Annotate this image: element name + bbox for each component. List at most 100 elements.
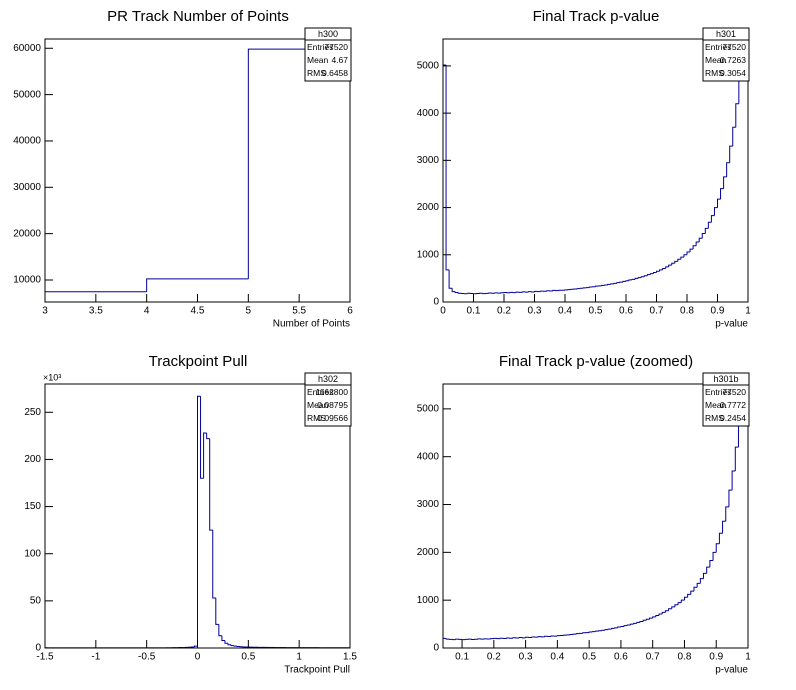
stats-value: 0.2454 [720, 413, 746, 423]
histogram-bin [634, 277, 639, 280]
y-tick-label: 1000 [417, 249, 440, 260]
y-tick-label: 10000 [13, 275, 41, 286]
histogram-bin [636, 621, 640, 624]
histogram-bin [665, 266, 669, 269]
histogram-bin [637, 277, 642, 279]
histogram-bin [646, 274, 651, 276]
histogram-bin [674, 604, 679, 607]
histogram-bin [454, 291, 459, 294]
stats-label: Entries [705, 42, 731, 52]
histogram-bin [713, 207, 718, 216]
histogram-bin [616, 282, 620, 284]
chart-title: PR Track Number of Points [107, 8, 289, 25]
histogram-bin [617, 626, 621, 628]
histogram-bin [451, 288, 456, 293]
histogram-bin [674, 260, 678, 264]
histogram-bin [725, 506, 729, 522]
x-tick-label: 0.5 [582, 652, 596, 663]
histogram-bin [715, 543, 720, 553]
y-tick-label: 0 [433, 297, 439, 308]
histogram-bin [224, 640, 228, 644]
histogram-bin [677, 602, 682, 605]
stats-box [304, 27, 352, 82]
y-tick-label: 200 [24, 454, 41, 465]
histogram-bin [604, 629, 609, 631]
histogram-bin [661, 611, 666, 615]
frame [442, 383, 749, 649]
histogram-bin [720, 188, 724, 200]
histogram-bin [699, 578, 704, 584]
histogram-bin [221, 635, 225, 641]
x-tick-label: -0.5 [138, 652, 156, 663]
x-axis-title: Trackpoint Pull [284, 665, 350, 676]
x-tick-label: 0.7 [646, 652, 660, 663]
histogram-bin [709, 559, 714, 568]
x-tick-label: 0.3 [519, 652, 533, 663]
histogram-bin [680, 256, 684, 260]
histogram-bin [683, 596, 688, 601]
x-tick-label: 1.5 [343, 652, 357, 663]
histogram-bin [655, 614, 660, 617]
histogram-bin [659, 269, 663, 272]
histogram-bin [601, 629, 606, 631]
stats-box [702, 27, 750, 82]
plot-area [45, 48, 350, 302]
histogram-bin [726, 162, 730, 177]
x-axis-title: p-value [715, 665, 748, 676]
x-tick-label: 0.9 [711, 306, 725, 317]
histogram-bin [209, 438, 213, 531]
histogram-bin [693, 586, 698, 592]
histogram-bin [610, 283, 614, 285]
histogram-bin [690, 590, 694, 595]
stats-label: Mean [705, 55, 727, 65]
x-tick-label: 4 [144, 306, 150, 317]
histogram-bin [534, 290, 538, 292]
y-tick-label: 40000 [13, 136, 41, 147]
x-tick-label: 0.4 [558, 306, 572, 317]
histogram-bin [689, 248, 694, 252]
stats-value: 0.08795 [317, 400, 348, 410]
x-axis-title: p-value [715, 319, 748, 330]
chart-title: Final Track p-value (zoomed) [499, 353, 693, 370]
histogram-bin [247, 48, 350, 302]
y-tick-label: 150 [24, 501, 41, 512]
stats-value: 77520 [324, 42, 348, 52]
y-tick-label: 20000 [13, 228, 41, 239]
x-tick-label: 0.1 [467, 306, 481, 317]
stats-label: Entries [307, 387, 333, 397]
histogram-bin [722, 520, 726, 534]
stats-title: h301 [716, 29, 736, 39]
stats-title: h300 [318, 29, 338, 39]
stats-title: h302 [318, 374, 338, 384]
y-tick-label: 2000 [417, 202, 440, 213]
stats-value: 1162800 [316, 387, 349, 397]
histogram-bin [734, 446, 739, 472]
stats-label: RMS [705, 68, 724, 78]
histogram-bin [735, 103, 739, 128]
histogram-bin [656, 270, 660, 273]
x-tick-label: 0.4 [550, 652, 564, 663]
histogram-bin [227, 643, 232, 646]
histogram-bin [610, 627, 615, 630]
histogram-bin [652, 271, 657, 274]
y-tick-label: 2000 [417, 547, 440, 558]
stats-label: Entries [307, 42, 333, 52]
histogram-bin [193, 645, 198, 648]
stats-value: 4.67 [331, 55, 348, 65]
histogram-bin [212, 530, 216, 599]
stats-box [702, 372, 750, 427]
histogram-bin [443, 637, 447, 648]
stats-title: h301b [713, 374, 738, 384]
x-tick-label: 1 [745, 652, 751, 663]
histogram-bin [146, 278, 249, 292]
histogram-bin [544, 635, 548, 637]
histogram-bin [515, 291, 520, 293]
histogram-bin [671, 606, 675, 609]
histogram-bin [649, 617, 653, 620]
x-tick-label: 5.5 [292, 306, 306, 317]
histogram-bin [445, 638, 450, 640]
y-tick-label: 4000 [417, 451, 440, 462]
stats-value: 0.7263 [720, 55, 746, 65]
